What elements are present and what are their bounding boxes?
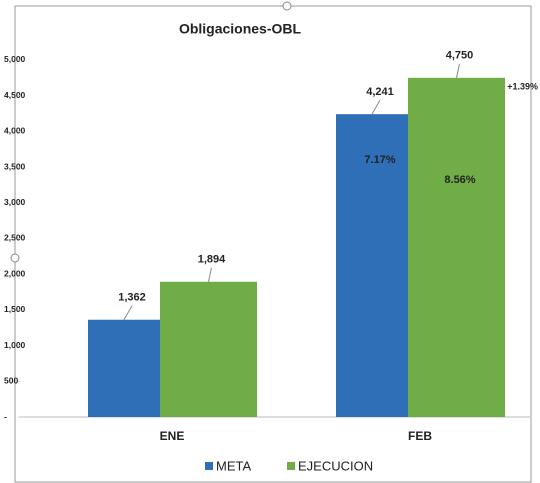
y-tick-label: 3,000: [4, 197, 26, 207]
legend-label: META: [216, 458, 251, 473]
y-tick-label: -: [4, 411, 7, 421]
leader-line: [208, 267, 212, 282]
bar: [408, 77, 505, 417]
value-label: 1,894: [198, 254, 226, 266]
y-tick-label: 1,500: [4, 304, 26, 314]
y-tick-label: 500: [4, 376, 18, 386]
value-label: 1,362: [118, 292, 146, 304]
y-tick-label: 3,500: [4, 161, 26, 171]
leader-line: [456, 63, 460, 78]
legend-swatch: [205, 462, 213, 470]
legend-label: EJECUCION: [298, 458, 373, 473]
y-tick-label: 4,000: [4, 126, 26, 136]
y-tick-label: 2,000: [4, 268, 26, 278]
leader-line: [371, 99, 381, 115]
handle: [10, 253, 20, 263]
leader-line: [123, 305, 133, 320]
y-tick-label: 1,000: [4, 340, 26, 350]
bar: [160, 281, 257, 417]
annotation: +1.39%: [507, 81, 538, 91]
annotation: 7.17%: [364, 154, 395, 166]
y-tick-label: 2,500: [4, 233, 26, 243]
bar: [88, 319, 160, 417]
legend-swatch: [287, 462, 295, 470]
x-tick-label: ENE: [160, 429, 185, 443]
chart-title: Obligaciones-OBL: [179, 21, 302, 37]
bar: [336, 114, 408, 417]
x-tick-label: FEB: [408, 429, 432, 443]
y-tick-label: 5,000: [4, 54, 26, 64]
annotation: 8.56%: [444, 174, 475, 186]
value-label: 4,750: [446, 50, 474, 62]
handle: [282, 1, 292, 11]
y-tick-label: 4,500: [4, 90, 26, 100]
value-label: 4,241: [366, 86, 394, 98]
frame: [14, 5, 532, 483]
